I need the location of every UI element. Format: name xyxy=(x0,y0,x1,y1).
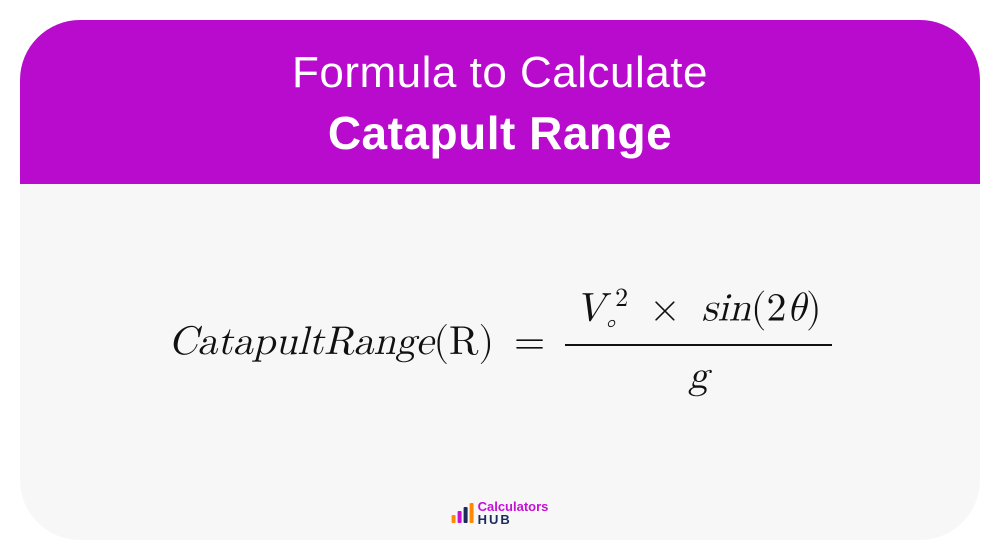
card-header: Formula to Calculate Catapult Range xyxy=(20,20,980,184)
formula-fraction: V∘2 × sin(2θ) g xyxy=(565,284,831,399)
sin-function: sin xyxy=(702,289,751,329)
header-title: Catapult Range xyxy=(40,106,960,160)
numerator: V∘2 × sin(2θ) xyxy=(565,284,831,345)
denominator: g xyxy=(678,346,718,400)
sin-arg-close: ) xyxy=(806,289,822,329)
multiply-sign: × xyxy=(641,289,688,329)
velocity-exponent: 2 xyxy=(615,286,628,312)
velocity-subscript: ∘ xyxy=(605,311,615,335)
logo-bar xyxy=(470,503,474,523)
logo-bar xyxy=(452,515,456,523)
logo-bars-icon xyxy=(452,503,474,523)
theta-symbol: θ xyxy=(786,289,806,329)
velocity-symbol: V xyxy=(575,289,605,329)
formula-lhs: CatapultRange(R) xyxy=(168,318,494,366)
logo-text: Calculators HUB xyxy=(478,500,549,526)
logo-bar xyxy=(458,511,462,523)
range-formula: CatapultRange(R) = V∘2 × sin(2θ) g xyxy=(168,284,831,399)
equals-sign: = xyxy=(508,318,551,366)
lhs-var: (R) xyxy=(433,322,494,362)
lhs-name: CatapultRange xyxy=(168,322,433,362)
logo-bar xyxy=(464,507,468,523)
header-subtitle: Formula to Calculate xyxy=(40,48,960,98)
formula-container: CatapultRange(R) = V∘2 × sin(2θ) g xyxy=(20,184,980,540)
sin-arg-open: (2 xyxy=(751,289,787,329)
logo-brand-bottom: HUB xyxy=(478,513,549,526)
formula-card: Formula to Calculate Catapult Range Cata… xyxy=(20,20,980,540)
brand-logo: Calculators HUB xyxy=(452,500,549,526)
